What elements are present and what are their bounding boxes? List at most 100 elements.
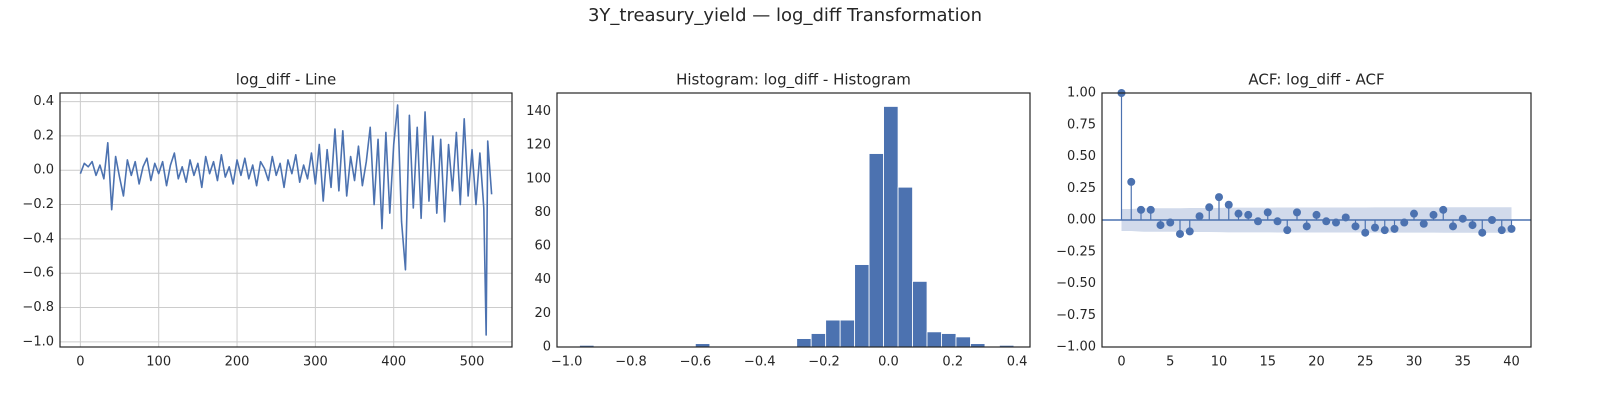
acf-marker bbox=[1458, 214, 1467, 223]
acf-marker bbox=[1478, 228, 1487, 237]
acf-marker bbox=[1390, 224, 1399, 233]
acf-marker bbox=[1205, 203, 1214, 212]
y-tick-label: 60 bbox=[534, 239, 551, 254]
acf-marker bbox=[1283, 226, 1292, 235]
histogram-bar bbox=[854, 264, 870, 348]
histogram-bar bbox=[912, 280, 928, 348]
acf-marker bbox=[1449, 222, 1457, 231]
acf-marker bbox=[1507, 224, 1516, 233]
x-tick-label: 0.0 bbox=[878, 355, 899, 370]
histogram-bar bbox=[796, 338, 812, 348]
histogram-bar bbox=[883, 106, 899, 348]
y-tick-label: 0.50 bbox=[1067, 149, 1096, 164]
x-tick-label: 25 bbox=[1357, 355, 1374, 370]
x-tick-label: −0.4 bbox=[744, 355, 776, 370]
acf-marker bbox=[1400, 218, 1409, 227]
x-tick-label: 10 bbox=[1211, 355, 1228, 370]
acf-marker bbox=[1156, 221, 1165, 230]
acf-marker bbox=[1410, 209, 1418, 218]
acf-marker bbox=[1137, 205, 1145, 214]
acf-marker bbox=[1166, 218, 1175, 227]
y-tick-label: 80 bbox=[534, 205, 551, 220]
histogram-bar bbox=[839, 319, 856, 348]
acf-marker bbox=[1293, 208, 1301, 217]
axes-frame bbox=[556, 92, 1031, 348]
axes-title: Histogram: log_diff - Histogram bbox=[676, 71, 911, 90]
x-tick-label: 500 bbox=[460, 355, 485, 370]
y-tick-label: −0.50 bbox=[1056, 276, 1096, 291]
x-tick-label: 40 bbox=[1503, 355, 1520, 370]
x-tick-label: 0 bbox=[76, 355, 84, 370]
y-tick-label: −0.8 bbox=[22, 300, 54, 315]
y-tick-label: 0 bbox=[543, 340, 551, 355]
y-tick-label: 0.75 bbox=[1067, 117, 1096, 132]
histogram-bar bbox=[810, 333, 827, 348]
acf-marker bbox=[1312, 210, 1321, 219]
axes-title: log_diff - Line bbox=[236, 71, 337, 90]
acf-marker bbox=[1176, 229, 1184, 238]
acf-marker bbox=[1273, 217, 1282, 226]
acf-marker bbox=[1429, 210, 1438, 219]
y-tick-label: 100 bbox=[526, 171, 551, 186]
y-tick-label: −0.6 bbox=[22, 266, 54, 281]
x-tick-label: 100 bbox=[146, 355, 171, 370]
y-tick-label: 40 bbox=[534, 272, 551, 287]
y-tick-label: 0.0 bbox=[33, 163, 54, 178]
x-tick-label: 0 bbox=[1117, 355, 1125, 370]
axes-frame bbox=[1101, 92, 1532, 348]
acf-marker bbox=[1488, 216, 1496, 224]
y-tick-label: −0.2 bbox=[22, 197, 54, 212]
acf-marker bbox=[1146, 205, 1155, 214]
x-tick-label: 0.2 bbox=[942, 355, 963, 370]
acf-marker bbox=[1380, 226, 1389, 235]
acf-marker bbox=[1195, 212, 1204, 221]
histogram-bar bbox=[897, 186, 913, 348]
line-series bbox=[79, 104, 493, 336]
acf-marker bbox=[1185, 227, 1194, 236]
y-tick-label: 0.2 bbox=[33, 128, 54, 143]
y-tick-label: −1.00 bbox=[1056, 340, 1096, 355]
y-tick-label: −0.4 bbox=[22, 231, 54, 246]
acf-marker bbox=[1361, 228, 1370, 237]
y-tick-label: 140 bbox=[526, 104, 551, 119]
acf-marker bbox=[1234, 209, 1243, 218]
histogram-bar bbox=[941, 333, 957, 348]
x-tick-label: 30 bbox=[1406, 355, 1423, 370]
acf-marker bbox=[1341, 213, 1350, 222]
x-tick-label: 400 bbox=[381, 355, 406, 370]
x-tick-label: −0.8 bbox=[615, 355, 647, 370]
acf-marker bbox=[1419, 219, 1428, 228]
y-tick-label: 1.00 bbox=[1067, 86, 1096, 101]
acf-marker bbox=[1244, 210, 1253, 219]
acf-marker bbox=[1371, 223, 1379, 232]
x-tick-label: 5 bbox=[1166, 355, 1174, 370]
x-tick-label: 300 bbox=[303, 355, 328, 370]
y-tick-label: 0.00 bbox=[1067, 213, 1096, 228]
acf-marker bbox=[1254, 217, 1262, 226]
x-tick-label: −0.2 bbox=[808, 355, 840, 370]
y-tick-label: −1.0 bbox=[22, 334, 54, 349]
acf-marker bbox=[1439, 205, 1448, 214]
acf-marker bbox=[1351, 222, 1360, 231]
y-tick-label: 20 bbox=[534, 306, 551, 321]
x-tick-label: 0.4 bbox=[1007, 355, 1028, 370]
y-tick-label: 0.4 bbox=[33, 94, 54, 109]
y-tick-label: −0.75 bbox=[1056, 308, 1096, 323]
y-tick-label: −0.25 bbox=[1056, 244, 1096, 259]
acf-marker bbox=[1332, 218, 1340, 227]
acf-marker bbox=[1127, 177, 1136, 186]
acf-marker bbox=[1322, 217, 1331, 226]
acf-marker bbox=[1224, 200, 1233, 209]
acf-marker bbox=[1468, 221, 1477, 230]
x-tick-label: 20 bbox=[1308, 355, 1325, 370]
acf-marker bbox=[1263, 208, 1272, 217]
histogram-bar bbox=[825, 319, 841, 348]
y-tick-label: 0.25 bbox=[1067, 181, 1096, 196]
x-tick-label: −1.0 bbox=[551, 355, 583, 370]
histogram-bar bbox=[955, 336, 971, 348]
x-tick-label: −0.6 bbox=[680, 355, 712, 370]
x-tick-label: 200 bbox=[225, 355, 250, 370]
x-tick-label: 15 bbox=[1259, 355, 1276, 370]
